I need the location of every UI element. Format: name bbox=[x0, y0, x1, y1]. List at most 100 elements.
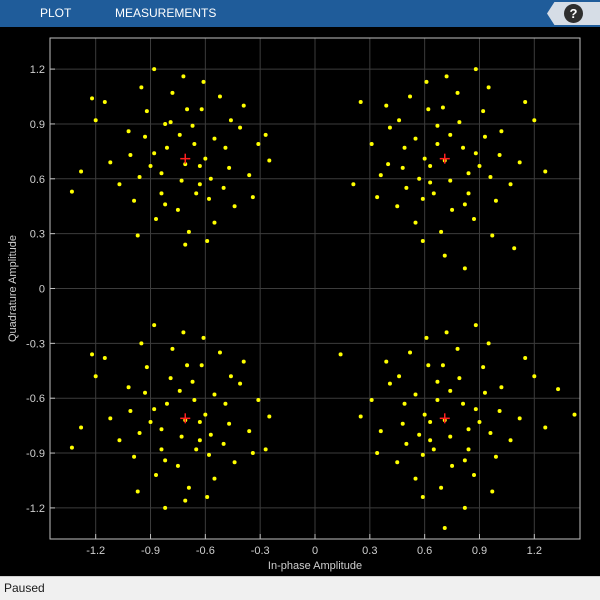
symbol-point bbox=[455, 346, 460, 351]
symbol-point bbox=[402, 145, 407, 150]
status-text: Paused bbox=[4, 581, 45, 595]
symbol-point bbox=[466, 171, 471, 176]
symbol-point bbox=[384, 103, 389, 108]
symbol-point bbox=[572, 412, 577, 417]
symbol-point bbox=[369, 142, 374, 147]
x-tick-label: 0.9 bbox=[472, 545, 487, 557]
symbol-point bbox=[79, 425, 84, 430]
symbol-point bbox=[488, 174, 493, 179]
symbol-point bbox=[455, 90, 460, 95]
symbol-point bbox=[488, 430, 493, 435]
symbol-point bbox=[493, 198, 498, 203]
toolstrip: PLOT MEASUREMENTS ? bbox=[0, 0, 600, 27]
x-tick-label: -0.9 bbox=[141, 545, 160, 557]
symbol-point bbox=[212, 136, 217, 141]
symbol-point bbox=[69, 445, 74, 450]
symbol-point bbox=[199, 107, 204, 112]
symbol-point bbox=[420, 196, 425, 201]
x-tick-label: 0.6 bbox=[417, 545, 432, 557]
symbol-point bbox=[175, 463, 180, 468]
symbol-point bbox=[462, 458, 467, 463]
symbol-point bbox=[466, 427, 471, 432]
symbol-point bbox=[79, 169, 84, 174]
symbol-point bbox=[256, 398, 261, 403]
symbol-point bbox=[481, 365, 486, 370]
symbol-point bbox=[159, 171, 164, 176]
status-bar: Paused bbox=[0, 576, 600, 600]
symbol-point bbox=[175, 207, 180, 212]
symbol-point bbox=[139, 85, 144, 90]
symbol-point bbox=[424, 335, 429, 340]
symbol-point bbox=[137, 174, 142, 179]
symbol-point bbox=[508, 438, 513, 443]
x-axis-label: In-phase Amplitude bbox=[268, 560, 362, 572]
symbol-point bbox=[228, 118, 233, 123]
symbol-point bbox=[108, 160, 113, 165]
symbol-point bbox=[497, 153, 502, 158]
symbol-point bbox=[435, 142, 440, 147]
symbol-point bbox=[181, 330, 186, 335]
symbol-point bbox=[267, 158, 272, 163]
symbol-point bbox=[473, 151, 478, 156]
symbol-point bbox=[223, 145, 228, 150]
symbol-point bbox=[168, 120, 173, 125]
symbol-point bbox=[212, 476, 217, 481]
symbol-point bbox=[420, 452, 425, 457]
symbol-point bbox=[499, 129, 504, 134]
symbol-point bbox=[208, 176, 213, 181]
symbol-point bbox=[126, 129, 131, 134]
symbol-point bbox=[457, 376, 462, 381]
symbol-point bbox=[221, 441, 226, 446]
symbol-point bbox=[143, 390, 148, 395]
symbol-point bbox=[338, 352, 343, 357]
symbol-point bbox=[523, 99, 528, 104]
symbol-point bbox=[387, 125, 392, 130]
symbol-point bbox=[267, 414, 272, 419]
symbol-point bbox=[508, 182, 513, 187]
symbol-point bbox=[448, 434, 453, 439]
symbol-point bbox=[428, 180, 433, 185]
symbol-point bbox=[201, 335, 206, 340]
symbol-point bbox=[192, 142, 197, 147]
symbol-point bbox=[227, 421, 232, 426]
symbol-point bbox=[440, 363, 445, 368]
symbol-point bbox=[185, 363, 190, 368]
symbol-point bbox=[472, 473, 476, 478]
symbol-point bbox=[152, 151, 157, 156]
symbol-point bbox=[238, 125, 243, 130]
symbol-point bbox=[102, 355, 107, 360]
tab-measurements[interactable]: MEASUREMENTS bbox=[115, 6, 217, 20]
symbol-point bbox=[435, 398, 440, 403]
help-button[interactable]: ? bbox=[547, 2, 600, 25]
symbol-point bbox=[192, 398, 197, 403]
symbol-point bbox=[154, 473, 158, 478]
symbol-point bbox=[228, 374, 233, 379]
tab-plot[interactable]: PLOT bbox=[40, 6, 72, 20]
symbol-point bbox=[395, 460, 400, 465]
symbol-point bbox=[132, 198, 137, 203]
symbol-point bbox=[194, 191, 199, 196]
symbol-point bbox=[413, 476, 418, 481]
symbol-point bbox=[69, 189, 74, 194]
symbol-point bbox=[227, 165, 232, 170]
symbol-point bbox=[199, 363, 204, 368]
x-tick-label: 0.3 bbox=[362, 545, 377, 557]
symbol-point bbox=[117, 182, 122, 187]
symbol-point bbox=[221, 185, 226, 190]
symbol-point bbox=[351, 182, 356, 187]
symbol-point bbox=[201, 79, 206, 84]
symbol-point bbox=[256, 142, 261, 147]
symbol-point bbox=[424, 79, 429, 84]
y-tick-label: -1.2 bbox=[26, 503, 45, 515]
symbol-point bbox=[444, 74, 449, 79]
symbol-point bbox=[217, 350, 222, 355]
symbol-point bbox=[466, 447, 471, 452]
symbol-point bbox=[168, 376, 173, 381]
symbol-point bbox=[170, 346, 175, 351]
symbol-point bbox=[197, 438, 202, 443]
symbol-point bbox=[493, 454, 498, 459]
symbol-point bbox=[194, 447, 199, 452]
symbol-point bbox=[462, 266, 467, 271]
symbol-point bbox=[263, 447, 268, 452]
symbol-point bbox=[358, 99, 363, 104]
